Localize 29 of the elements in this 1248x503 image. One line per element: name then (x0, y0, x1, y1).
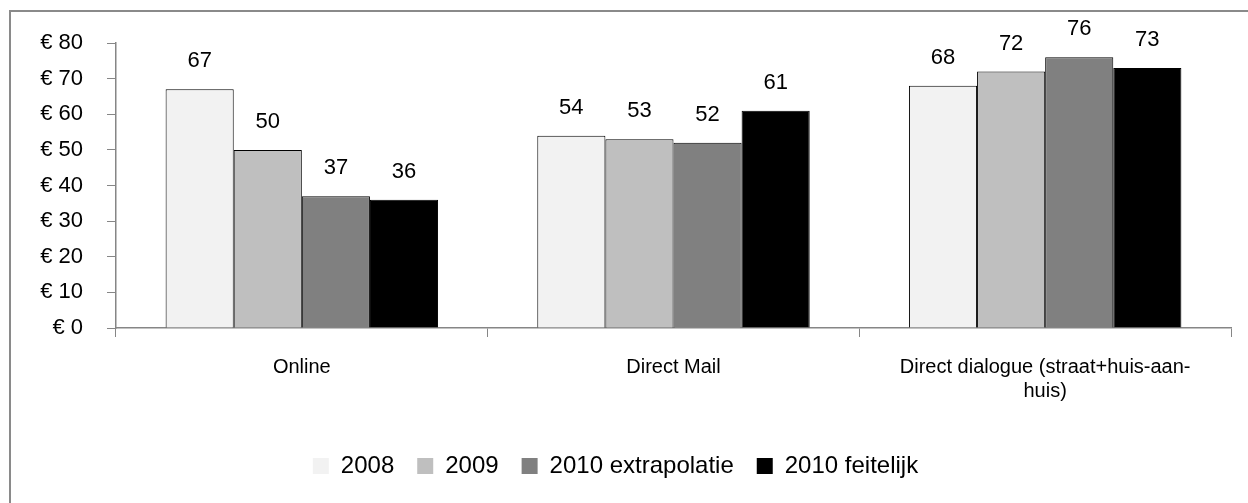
data-label: 54 (559, 93, 584, 119)
legend-label: 2010 feitelijk (784, 450, 920, 478)
data-label: 73 (1135, 25, 1160, 51)
y-tick-label: € 50 (40, 135, 83, 161)
bar (369, 199, 439, 328)
data-label: 36 (391, 157, 417, 183)
y-tick-label: € 30 (40, 207, 83, 233)
data-label: 67 (187, 47, 212, 73)
y-tick-label: € 60 (40, 100, 83, 126)
y-tick-label: € 20 (40, 242, 83, 268)
y-tick-label: € 70 (40, 64, 83, 90)
data-label: 61 (763, 68, 788, 94)
x-tick-label: Direct dialogue (straat+huis-aan-huis) (899, 354, 1191, 401)
data-label: 68 (930, 43, 956, 69)
legend-label: 2009 (445, 450, 499, 478)
y-tick-label: € 0 (52, 314, 83, 340)
data-label: 72 (998, 29, 1024, 55)
data-label: 50 (255, 107, 281, 133)
y-tick-label: € 10 (40, 278, 83, 304)
x-tick-label: Direct Mail (626, 354, 721, 377)
legend-label: 2008 (340, 450, 395, 478)
y-tick-label: € 80 (40, 29, 83, 55)
legend-label: 2010 extrapolatie (549, 450, 734, 478)
data-label: 37 (323, 154, 349, 180)
data-label: 52 (695, 100, 720, 126)
data-label: 53 (627, 97, 652, 123)
y-tick-label: € 40 (40, 171, 83, 197)
x-tick-label: Online (272, 354, 331, 377)
data-label: 76 (1066, 15, 1092, 41)
